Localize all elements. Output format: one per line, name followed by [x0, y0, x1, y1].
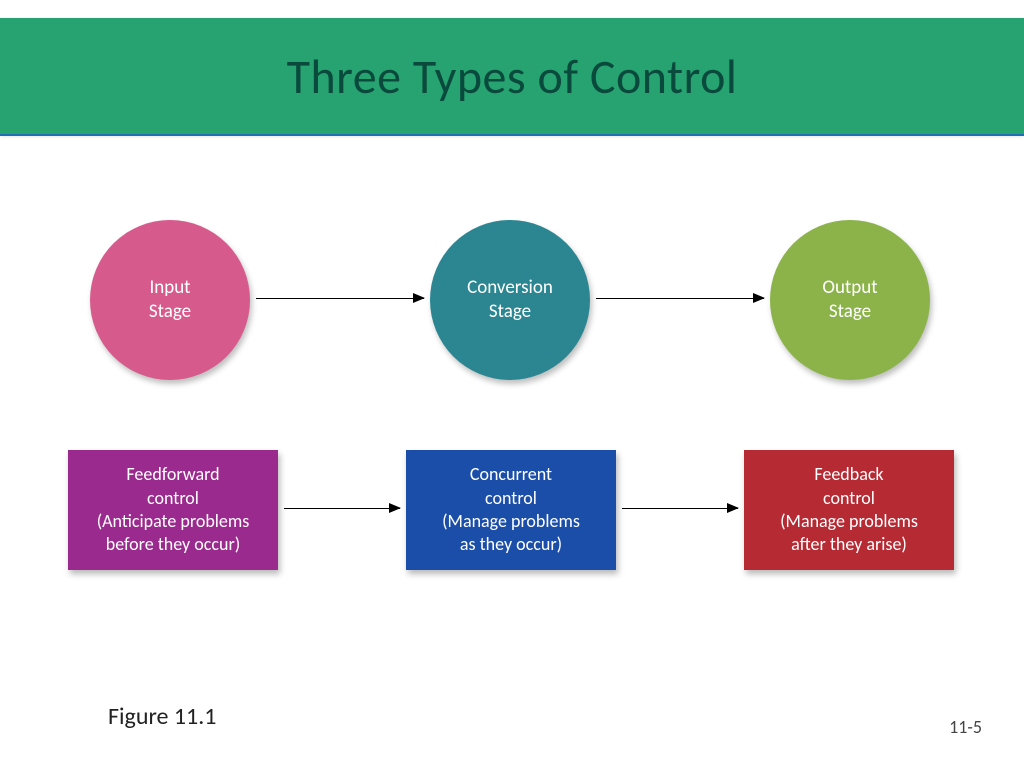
title-underline	[0, 134, 1024, 136]
arrow-input-stage-to-conversion-stage	[256, 298, 424, 299]
control-box-concurrent-control: Concurrent control (Manage problems as t…	[406, 450, 616, 570]
stage-circle-conversion-stage: Conversion Stage	[430, 220, 590, 380]
stage-circle-label: Output Stage	[822, 276, 877, 324]
control-box-label: Concurrent control (Manage problems as t…	[442, 463, 580, 557]
stage-circle-output-stage: Output Stage	[770, 220, 930, 380]
stage-circle-label: Conversion Stage	[467, 276, 553, 324]
control-diagram: Input Stage Conversion Stage Output Stage F…	[0, 220, 1024, 680]
slide-title: Three Types of Control	[287, 47, 738, 106]
control-box-label: Feedback control (Manage problems after …	[780, 463, 918, 557]
control-box-label: Feedforward control (Anticipate problems…	[97, 463, 250, 557]
stage-circle-input-stage: Input Stage	[90, 220, 250, 380]
control-box-feedforward-control: Feedforward control (Anticipate problems…	[68, 450, 278, 570]
control-box-feedback-control: Feedback control (Manage problems after …	[744, 450, 954, 570]
title-bar: Three Types of Control	[0, 18, 1024, 134]
figure-label: Figure 11.1	[108, 702, 216, 731]
slide: Three Types of Control Input Stage Conver…	[0, 0, 1024, 768]
arrow-conversion-stage-to-output-stage	[596, 298, 764, 299]
page-number: 11-5	[949, 716, 982, 738]
arrow-concurrent-control-to-feedback-control	[622, 508, 738, 509]
arrow-feedforward-control-to-concurrent-control	[284, 508, 400, 509]
stage-circle-label: Input Stage	[149, 276, 191, 324]
